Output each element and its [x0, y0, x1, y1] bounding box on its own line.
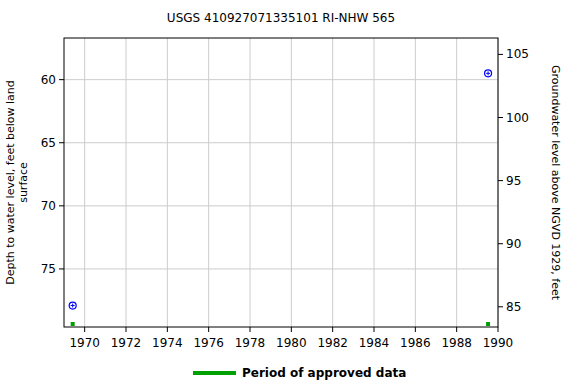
y-grid-line — [64, 79, 498, 80]
x-tick-label: 1986 — [400, 336, 431, 350]
x-tick-label: 1974 — [152, 336, 183, 350]
x-grid-line — [250, 38, 251, 327]
x-tick — [250, 327, 251, 332]
approved-period — [71, 322, 75, 326]
title: USGS 410927071335101 RI-NHW 565 — [167, 11, 395, 25]
x-tick — [291, 327, 292, 332]
y2-tick — [498, 54, 503, 55]
x-tick — [374, 327, 375, 332]
y-tick — [59, 268, 64, 269]
x-tick — [208, 327, 209, 332]
x-tick — [498, 327, 499, 332]
x-tick-label: 1978 — [235, 336, 266, 350]
x-grid-line — [332, 38, 333, 327]
x-tick-label: 1984 — [359, 336, 390, 350]
x-grid-line — [208, 38, 209, 327]
x-tick-label: 1980 — [276, 336, 307, 350]
y-grid-line — [64, 268, 498, 269]
x-grid-line — [126, 38, 127, 327]
point-ring — [485, 70, 492, 77]
y2-tick — [498, 180, 503, 181]
y2-tick-label: 105 — [506, 47, 529, 61]
x-grid-line — [291, 38, 292, 327]
x-tick-label: 1990 — [483, 336, 514, 350]
x-grid-line — [456, 38, 457, 327]
x-tick-label: 1982 — [317, 336, 348, 350]
y-tick-label: 70 — [41, 199, 56, 213]
legend-label: Period of approved data — [242, 366, 406, 380]
y2-tick-label: 85 — [506, 300, 521, 314]
legend-swatch — [193, 371, 236, 375]
y2-axis-label: Groundwater level above NGVD 1929, feet — [549, 65, 562, 301]
y2-tick — [498, 117, 503, 118]
grid — [64, 38, 498, 327]
point-cross — [488, 71, 489, 75]
y2-tick-label: 100 — [506, 111, 529, 125]
point-ring — [69, 302, 76, 309]
y-tick-label: 75 — [41, 262, 56, 276]
x-tick-label: 1976 — [193, 336, 224, 350]
x-tick-label: 1970 — [69, 336, 100, 350]
y-tick — [59, 79, 64, 80]
x-tick — [167, 327, 168, 332]
data-point — [485, 70, 492, 77]
y-tick-label: 60 — [41, 73, 56, 87]
y-tick-label: 65 — [41, 136, 56, 150]
y-tick — [59, 142, 64, 143]
x-grid-line — [415, 38, 416, 327]
y2-tick-label: 95 — [506, 174, 521, 188]
point-cross — [72, 304, 73, 308]
x-tick — [456, 327, 457, 332]
x-axis: 1970 1972 1974 1976 1978 1980 1982 1984 1986 1988… — [69, 327, 513, 350]
y2-tick-label: 90 — [506, 237, 521, 251]
y-axis-label: Depth to water level, feet below land — [4, 80, 17, 285]
y-tick — [59, 205, 64, 206]
plot-frame — [64, 38, 498, 327]
x-grid-line — [84, 38, 85, 327]
legend: Period of approved data — [193, 366, 406, 380]
data — [69, 70, 491, 326]
y2-axis: 85 90 95 100 105 — [498, 47, 529, 313]
x-tick-label: 1988 — [441, 336, 472, 350]
x-grid-line — [167, 38, 168, 327]
approved-period — [486, 322, 490, 326]
y2-tick — [498, 306, 503, 307]
x-tick — [332, 327, 333, 332]
x-tick — [84, 327, 85, 332]
y-axis: 60 65 70 75 — [41, 73, 64, 276]
chart: USGS 410927071335101 RI-NHW 565197019721… — [0, 0, 576, 384]
y2-tick — [498, 243, 503, 244]
x-tick — [126, 327, 127, 332]
x-grid-line — [374, 38, 375, 327]
x-tick — [415, 327, 416, 332]
y-axis-label: surface — [17, 162, 30, 203]
y-grid-line — [64, 142, 498, 143]
y-grid-line — [64, 205, 498, 206]
data-point — [69, 302, 76, 309]
x-tick-label: 1972 — [111, 336, 142, 350]
